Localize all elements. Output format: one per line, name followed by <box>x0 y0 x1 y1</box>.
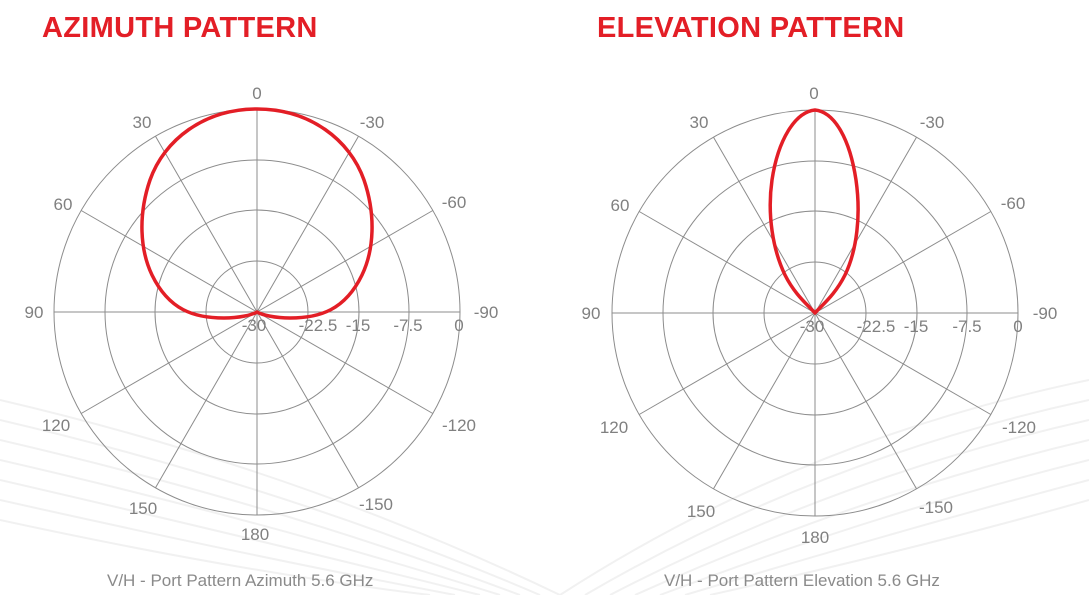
azimuth-angle-labels: 0 30 -30 60 -60 90 -90 120 -120 150 -150… <box>25 84 499 544</box>
svg-text:30: 30 <box>690 113 709 132</box>
svg-text:120: 120 <box>42 416 70 435</box>
svg-text:90: 90 <box>582 304 601 323</box>
svg-text:-7.5: -7.5 <box>393 316 422 335</box>
svg-text:60: 60 <box>611 196 630 215</box>
svg-text:-30: -30 <box>920 113 945 132</box>
svg-text:-22.5: -22.5 <box>299 316 338 335</box>
svg-text:-22.5: -22.5 <box>857 317 896 336</box>
elevation-title: ELEVATION PATTERN <box>597 12 905 44</box>
azimuth-caption: V/H - Port Pattern Azimuth 5.6 GHz <box>107 571 374 590</box>
svg-text:-30: -30 <box>800 317 825 336</box>
svg-text:90: 90 <box>25 303 44 322</box>
svg-text:-60: -60 <box>442 193 467 212</box>
svg-text:60: 60 <box>54 195 73 214</box>
svg-text:-120: -120 <box>442 416 476 435</box>
svg-text:0: 0 <box>252 84 261 103</box>
svg-text:-120: -120 <box>1002 418 1036 437</box>
svg-text:180: 180 <box>241 525 269 544</box>
svg-text:30: 30 <box>133 113 152 132</box>
svg-text:-15: -15 <box>904 317 929 336</box>
svg-text:0: 0 <box>454 316 463 335</box>
elevation-pattern-curve <box>768 108 860 315</box>
elevation-caption: V/H - Port Pattern Elevation 5.6 GHz <box>664 571 940 590</box>
svg-text:-30: -30 <box>360 113 385 132</box>
svg-text:-15: -15 <box>346 316 371 335</box>
svg-text:0: 0 <box>809 84 818 103</box>
svg-text:120: 120 <box>600 418 628 437</box>
svg-text:-90: -90 <box>474 303 499 322</box>
svg-text:-60: -60 <box>1001 194 1026 213</box>
svg-text:180: 180 <box>801 528 829 547</box>
svg-text:150: 150 <box>129 499 157 518</box>
elevation-chart: 0 30 -30 60 -60 90 -90 120 -120 150 -150… <box>582 84 1058 547</box>
svg-text:0: 0 <box>1013 317 1022 336</box>
elevation-radial-labels: -30 -22.5 -15 -7.5 0 <box>800 317 1023 336</box>
azimuth-pattern-curve <box>140 107 374 320</box>
azimuth-title: AZIMUTH PATTERN <box>42 12 318 44</box>
svg-text:150: 150 <box>687 502 715 521</box>
azimuth-radial-labels: -30 -22.5 -15 -7.5 0 <box>242 316 464 335</box>
svg-text:-30: -30 <box>242 316 267 335</box>
azimuth-chart: 0 30 -30 60 -60 90 -90 120 -120 150 -150… <box>25 84 499 544</box>
svg-text:-150: -150 <box>359 495 393 514</box>
svg-text:-90: -90 <box>1033 304 1058 323</box>
svg-text:-150: -150 <box>919 498 953 517</box>
elevation-angle-labels: 0 30 -30 60 -60 90 -90 120 -120 150 -150… <box>582 84 1058 547</box>
svg-text:-7.5: -7.5 <box>952 317 981 336</box>
